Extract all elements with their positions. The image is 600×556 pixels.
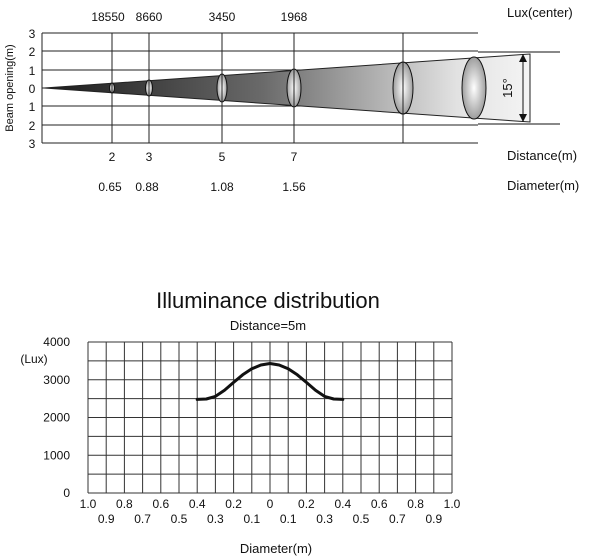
illuminance-chart: Illuminance distribution Distance=5m (Lu… — [20, 288, 460, 556]
chart-series — [195, 362, 345, 401]
beam-grid-vertical — [111, 33, 404, 143]
beam-y-tick: 2 — [29, 119, 36, 133]
lux-value: 18550 — [91, 10, 125, 24]
beam-y-tick: 3 — [29, 27, 36, 41]
distance-label: Distance(m) — [507, 148, 577, 163]
x-tick-label: 1.0 — [80, 497, 97, 511]
beam-y-ticks: 3 2 1 0 1 2 3 — [29, 27, 36, 151]
x-tick-label: 0.2 — [298, 497, 315, 511]
x-tick-label: 1.0 — [444, 497, 461, 511]
diameter-value: 1.56 — [282, 180, 306, 194]
chart-title: Illuminance distribution — [156, 288, 380, 313]
chart-y-ticks: 0 1000 2000 3000 4000 — [43, 335, 70, 500]
beam-y-axis-label: Beam opening(m) — [4, 44, 16, 131]
x-tick-label: 0.4 — [189, 497, 206, 511]
series-line — [195, 362, 345, 401]
x-tick-label: 0.5 — [171, 512, 188, 526]
beam-section-12m — [461, 56, 487, 120]
beam-angle-label: 15° — [500, 78, 515, 98]
x-tick-label: 0.8 — [407, 497, 424, 511]
chart-y-unit-label: (Lux) — [20, 352, 47, 366]
x-tick-label: 0.1 — [243, 512, 260, 526]
lux-value: 8660 — [136, 10, 163, 24]
y-tick-label: 4000 — [43, 335, 70, 349]
diameter-value: 1.08 — [210, 180, 234, 194]
x-tick-label: 0.4 — [334, 497, 351, 511]
x-tick-label: 0.7 — [389, 512, 406, 526]
x-tick-label: 0.3 — [207, 512, 224, 526]
beam-y-tick: 1 — [29, 100, 36, 114]
beam-y-tick: 2 — [29, 45, 36, 59]
x-tick-label: 0.1 — [280, 512, 297, 526]
beam-y-tick: 0 — [29, 82, 36, 96]
lux-center-label: Lux(center) — [507, 5, 573, 20]
distance-value: 2 — [109, 150, 116, 164]
chart-subtitle: Distance=5m — [230, 318, 306, 333]
lux-value: 1968 — [281, 10, 308, 24]
x-tick-label: 0.8 — [116, 497, 133, 511]
y-tick-label: 0 — [63, 486, 70, 500]
x-tick-label: 0 — [267, 497, 274, 511]
y-tick-label: 1000 — [43, 448, 70, 462]
lux-value: 3450 — [209, 10, 236, 24]
beam-lux-values: 18550 8660 3450 1968 — [91, 10, 307, 24]
x-tick-label: 0.7 — [134, 512, 151, 526]
beam-diameter-values: 0.65 0.88 1.08 1.56 — [98, 180, 306, 194]
beam-y-tick: 1 — [29, 64, 36, 78]
x-tick-label: 0.2 — [225, 497, 242, 511]
beam-y-tick: 3 — [29, 137, 36, 151]
diameter-label: Diameter(m) — [507, 178, 579, 193]
chart-grid — [87, 341, 453, 494]
distance-value: 3 — [146, 150, 153, 164]
x-tick-label: 0.3 — [316, 512, 333, 526]
beam-angle-marker: 15° — [478, 51, 560, 125]
x-tick-label: 0.9 — [98, 512, 115, 526]
beam-distance-values: 2 3 5 7 — [109, 150, 298, 164]
chart-x-ticks: 1.0 0.8 0.6 0.4 0.2 0 0.2 0.4 0.6 0.8 1.00.9 0.7 0.5… — [80, 497, 461, 526]
x-tick-label: 0.6 — [371, 497, 388, 511]
y-tick-label: 3000 — [43, 373, 70, 387]
x-tick-label: 0.5 — [353, 512, 370, 526]
distance-value: 5 — [219, 150, 226, 164]
diameter-value: 0.65 — [98, 180, 122, 194]
diameter-value: 0.88 — [135, 180, 159, 194]
x-tick-label: 0.6 — [152, 497, 169, 511]
x-tick-label: 0.9 — [425, 512, 442, 526]
chart-x-axis-label: Diameter(m) — [240, 541, 312, 556]
y-tick-label: 2000 — [43, 411, 70, 425]
distance-value: 7 — [291, 150, 298, 164]
beam-diagram: Beam opening(m) 3 2 1 0 1 2 3 — [4, 5, 579, 194]
